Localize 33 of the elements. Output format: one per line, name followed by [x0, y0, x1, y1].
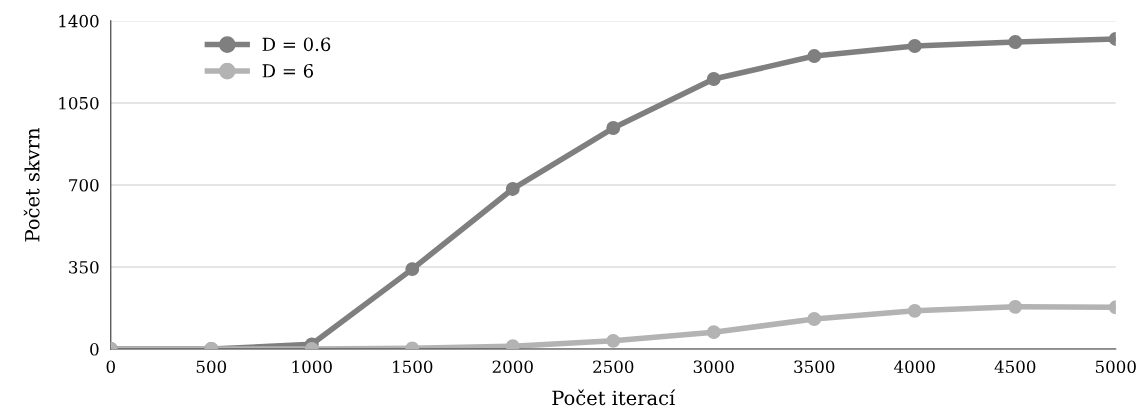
x-tick-label: 2500: [593, 360, 634, 374]
point: [807, 49, 822, 64]
x-tick-label: 1500: [393, 360, 433, 374]
legend-label: D = 6: [262, 63, 314, 78]
x-tick-label: 1000: [292, 360, 332, 374]
x-tick-label: 4000: [894, 360, 935, 374]
point: [1008, 35, 1023, 49]
point: [505, 182, 520, 196]
x-tick-label: 4500: [994, 360, 1036, 374]
point: [505, 339, 520, 350]
x-axis-title: Počet iterací: [552, 389, 676, 406]
x-tick-label: 3500: [794, 360, 835, 374]
y-tick-label: 1400: [59, 14, 99, 28]
x-tick-label: 500: [196, 360, 227, 374]
point: [1008, 299, 1023, 314]
point: [405, 262, 420, 277]
x-tick-label: 3000: [693, 360, 734, 374]
point: [807, 312, 822, 326]
y-tick-label: 0: [90, 342, 99, 356]
point: [706, 72, 721, 86]
x-tick-label: 0: [106, 360, 115, 374]
point: [907, 39, 922, 53]
point: [706, 325, 721, 340]
point: [606, 333, 621, 348]
x-tick-label: 2000: [492, 360, 533, 374]
y-tick-label: 700: [69, 178, 99, 192]
point: [606, 121, 621, 135]
legend-label: D = 0.6: [262, 37, 331, 52]
y-axis-title: Počet skvrn: [23, 128, 40, 242]
x-tick-label: 5000: [1095, 360, 1136, 374]
y-tick-label: 1050: [59, 96, 99, 110]
y-tick-label: 350: [69, 260, 99, 274]
point: [907, 303, 922, 318]
